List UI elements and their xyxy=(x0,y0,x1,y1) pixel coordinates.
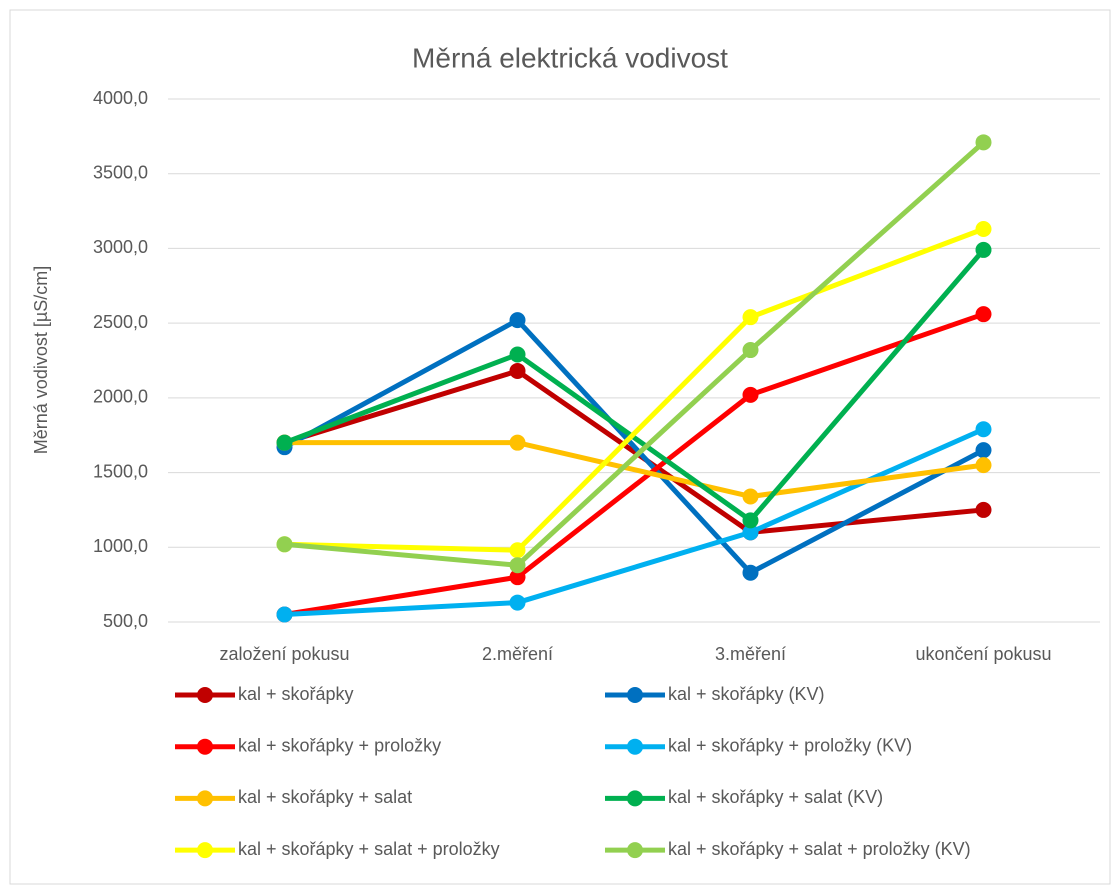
point xyxy=(742,564,759,581)
legend-label: kal + skořápky + proložky (KV) xyxy=(668,735,912,755)
point xyxy=(975,501,992,518)
point xyxy=(509,434,526,451)
legend-label: kal + skořápky + salat + proložky xyxy=(238,839,500,859)
point xyxy=(742,342,759,359)
legend-label: kal + skořápky (KV) xyxy=(668,684,825,704)
point xyxy=(509,346,526,363)
point xyxy=(975,241,992,258)
x-tick-label: 2.měření xyxy=(482,644,553,664)
y-tick-label: 3000,0 xyxy=(93,237,148,257)
point xyxy=(975,221,992,238)
series-line xyxy=(284,311,985,617)
series-line xyxy=(284,226,985,553)
y-axis-label: Měrná vodivost [µS/cm] xyxy=(31,266,51,454)
point xyxy=(509,362,526,379)
legend-label: kal + skořápky + salat (KV) xyxy=(668,787,883,807)
y-tick-label: 2000,0 xyxy=(93,387,148,407)
point xyxy=(509,557,526,574)
y-tick-label: 4000,0 xyxy=(93,88,148,108)
point xyxy=(509,312,526,329)
legend-marker xyxy=(627,842,643,859)
legend-marker xyxy=(197,738,213,755)
point xyxy=(509,569,526,586)
y-tick-label: 1000,0 xyxy=(93,536,148,556)
series-line xyxy=(284,140,986,568)
point xyxy=(509,542,526,559)
legend-marker xyxy=(197,842,213,859)
point xyxy=(276,536,293,553)
y-tick-label: 2500,0 xyxy=(93,312,148,332)
chart-title: Měrná elektrická vodivost xyxy=(412,42,728,73)
y-tick-label: 500,0 xyxy=(103,611,148,631)
x-tick-label: založení pokusu xyxy=(219,644,349,664)
legend-marker xyxy=(627,738,643,755)
legend-label: kal + skořápky + proložky xyxy=(238,735,441,755)
series-line xyxy=(284,440,984,499)
point xyxy=(742,386,759,403)
point xyxy=(975,134,992,151)
point xyxy=(742,309,759,326)
point xyxy=(742,524,759,541)
legend-marker xyxy=(627,790,643,807)
point xyxy=(975,442,992,459)
legend-marker xyxy=(627,687,643,703)
point xyxy=(742,512,759,529)
legend-label: kal + skořápky + salat + proložky (KV) xyxy=(668,839,971,859)
point xyxy=(276,434,293,451)
point xyxy=(975,421,992,438)
series-line xyxy=(283,248,986,523)
legend-marker xyxy=(197,790,213,807)
y-tick-label: 3500,0 xyxy=(93,162,148,182)
x-tick-label: ukončení pokusu xyxy=(915,644,1051,664)
chart-border xyxy=(9,9,1111,885)
point xyxy=(975,306,992,323)
x-tick-label: 3.měření xyxy=(715,644,786,664)
legend-marker xyxy=(197,687,213,703)
y-tick-label: 1500,0 xyxy=(93,461,148,481)
point xyxy=(509,594,526,611)
point xyxy=(975,457,992,474)
legend-label: kal + skořápky + salat xyxy=(238,787,412,807)
legend-label: kal + skořápky xyxy=(238,684,354,704)
series-line xyxy=(283,317,985,576)
series-line xyxy=(283,368,984,535)
point xyxy=(276,606,293,623)
point xyxy=(742,488,759,505)
